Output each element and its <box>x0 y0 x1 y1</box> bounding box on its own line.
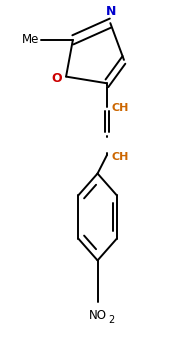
Text: N: N <box>106 5 116 18</box>
Text: Me: Me <box>22 33 39 46</box>
Text: O: O <box>51 72 62 85</box>
Text: CH: CH <box>112 103 129 113</box>
Text: 2: 2 <box>108 314 114 325</box>
Text: CH: CH <box>112 152 129 162</box>
Text: NO: NO <box>89 309 107 322</box>
